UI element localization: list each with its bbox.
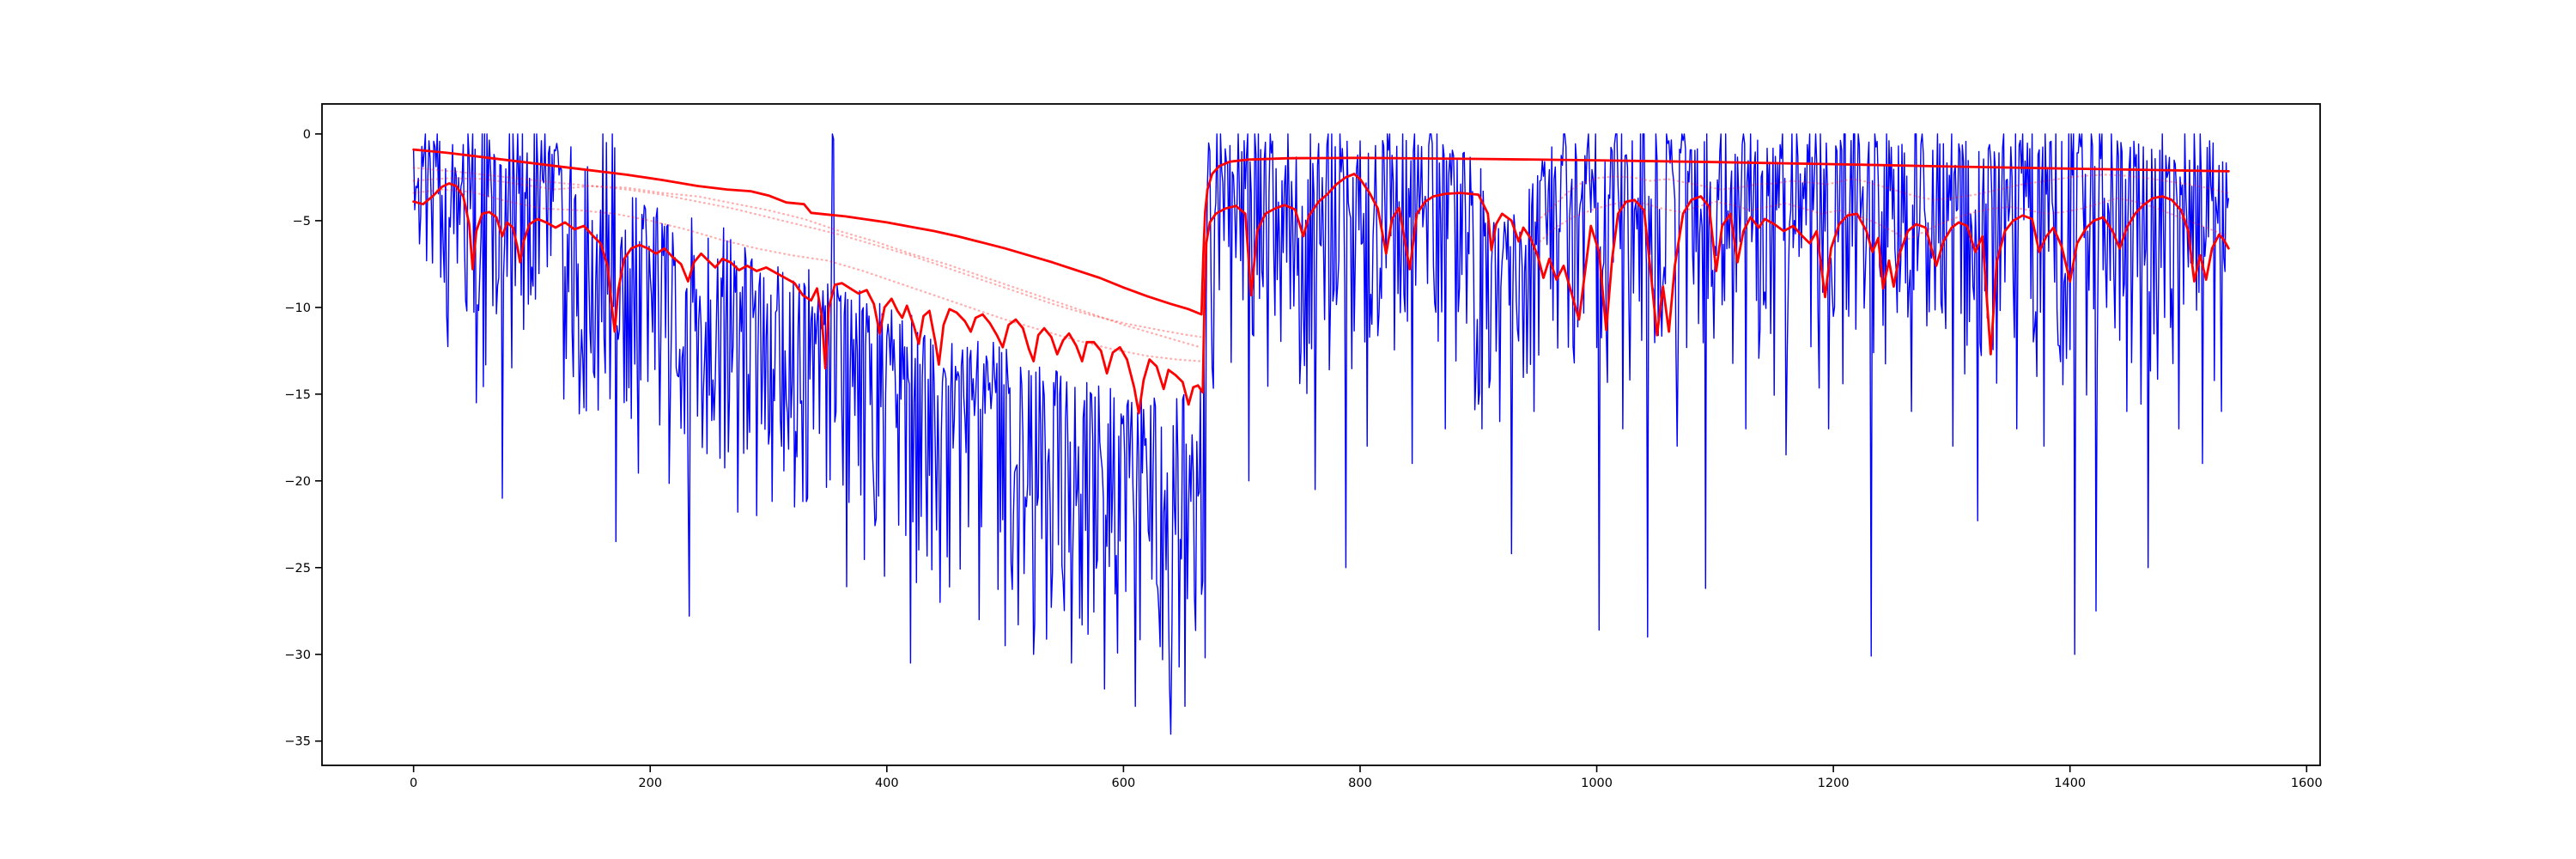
y-tick-label: −10	[284, 302, 311, 315]
aux-smooth-1-segment-2	[1536, 174, 2230, 222]
x-tick-label: 400	[875, 777, 899, 790]
y-tick-label: −35	[284, 735, 311, 749]
plot-area	[412, 133, 2230, 735]
y-axis: 0 −5 −10 −15 −20 −25 −30 −35	[284, 128, 322, 749]
envelope-notched-line	[412, 173, 2230, 415]
y-tick-label: −25	[284, 562, 311, 576]
x-tick-label: 1200	[1818, 777, 1850, 790]
x-tick-label: 200	[638, 777, 662, 790]
x-tick-label: 1600	[2291, 777, 2323, 790]
y-tick-label: −5	[293, 215, 311, 228]
x-tick-label: 0	[410, 777, 417, 790]
aux-smooth-1-segment-1	[412, 167, 1202, 338]
x-tick-label: 600	[1112, 777, 1136, 790]
noisy-signal-line	[412, 133, 2230, 735]
x-tick-label: 1400	[2054, 777, 2086, 790]
x-axis: 0 200 400 600 800 1000 1200 1400 1600	[410, 765, 2323, 790]
envelope-upper-line	[412, 148, 2230, 316]
x-tick-label: 1000	[1581, 777, 1613, 790]
y-tick-label: −20	[284, 475, 311, 489]
y-tick-label: −15	[284, 388, 311, 402]
y-tick-label: 0	[303, 128, 311, 142]
axes-spines	[321, 103, 2321, 766]
aux-smooth-2-segment-1	[412, 177, 1202, 349]
aux-smooth-2-segment-2	[1539, 197, 2230, 243]
x-tick-label: 800	[1348, 777, 1372, 790]
aux-smooth-3-segment-1	[412, 188, 1202, 362]
y-tick-label: −30	[284, 649, 311, 662]
